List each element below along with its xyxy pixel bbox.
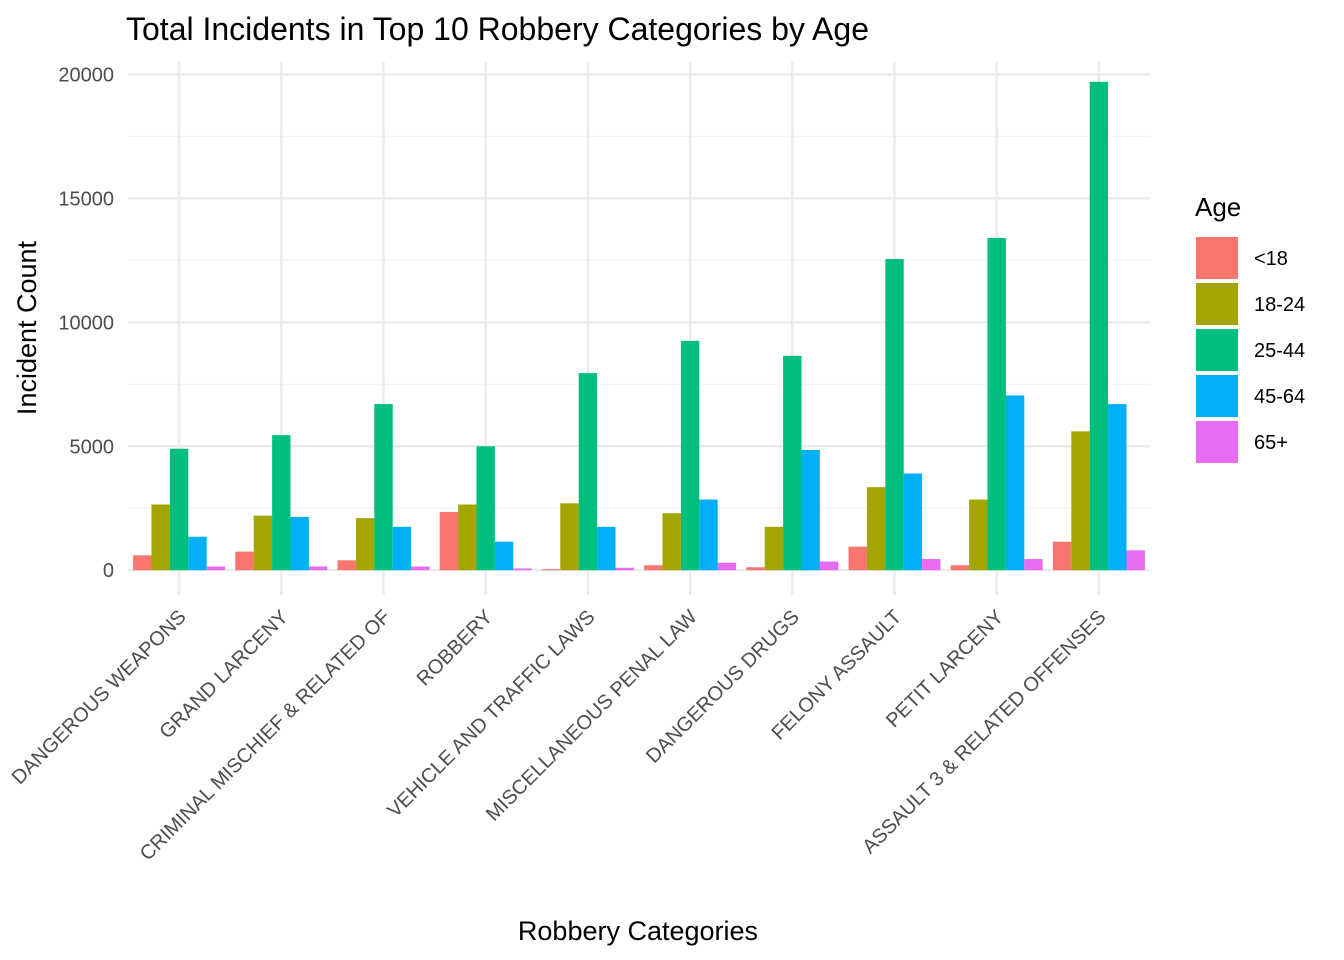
y-tick-label: 20000 bbox=[58, 64, 114, 86]
bar-2-2 bbox=[253, 515, 273, 571]
bar-5-2 bbox=[560, 503, 579, 571]
bar-8-4 bbox=[903, 473, 923, 571]
bar-2-3 bbox=[272, 435, 291, 571]
bar-10-5 bbox=[1126, 550, 1145, 571]
legend-label-2: 18-24 bbox=[1254, 294, 1305, 316]
legend-key-4 bbox=[1196, 375, 1238, 417]
y-tick-label: 15000 bbox=[58, 188, 114, 210]
legend-key-5 bbox=[1196, 421, 1238, 463]
y-tick-label: 5000 bbox=[70, 436, 115, 458]
bar-2-1 bbox=[235, 551, 254, 571]
bar-8-5 bbox=[922, 559, 941, 571]
y-axis-title: Incident Count bbox=[12, 240, 42, 415]
bar-4-2 bbox=[458, 504, 477, 571]
bar-10-1 bbox=[1052, 541, 1072, 571]
bar-1-3 bbox=[169, 448, 189, 571]
bar-3-1 bbox=[337, 560, 356, 571]
bar-7-4 bbox=[801, 449, 820, 571]
bar-3-4 bbox=[392, 526, 412, 571]
bar-10-3 bbox=[1089, 81, 1109, 571]
bar-1-2 bbox=[151, 504, 170, 571]
bar-10-2 bbox=[1071, 431, 1090, 571]
bar-6-4 bbox=[699, 499, 718, 571]
bar-6-3 bbox=[680, 340, 700, 571]
bar-3-2 bbox=[355, 518, 375, 571]
bar-10-4 bbox=[1108, 404, 1127, 571]
x-tick-label: DANGEROUS WEAPONS bbox=[8, 606, 191, 789]
legend: <18 18-24 25-44 45-64 65+ bbox=[1196, 237, 1305, 463]
bar-5-1 bbox=[541, 569, 561, 571]
bar-4-3 bbox=[476, 446, 495, 571]
legend-key-3 bbox=[1196, 329, 1238, 371]
bar-9-2 bbox=[969, 499, 988, 571]
legend-key-2 bbox=[1196, 283, 1238, 325]
bar-8-1 bbox=[848, 546, 867, 571]
legend-label-4: 45-64 bbox=[1254, 386, 1305, 408]
y-tick-labels: 0 5000 10000 15000 20000 bbox=[58, 64, 114, 582]
bar-9-5 bbox=[1024, 559, 1043, 571]
bar-5-4 bbox=[597, 526, 616, 571]
bar-3-5 bbox=[411, 566, 430, 571]
bar-5-5 bbox=[615, 567, 634, 571]
bar-9-3 bbox=[987, 238, 1006, 571]
bar-1-5 bbox=[206, 566, 226, 571]
legend-label-3: 25-44 bbox=[1254, 340, 1305, 362]
bar-7-1 bbox=[746, 567, 765, 571]
legend-title: Age bbox=[1195, 192, 1241, 222]
bar-8-3 bbox=[885, 259, 904, 571]
bar-3-3 bbox=[374, 404, 393, 571]
bar-7-2 bbox=[764, 526, 784, 571]
bar-9-4 bbox=[1005, 395, 1025, 571]
y-tick-label: 0 bbox=[103, 560, 114, 582]
legend-key-1 bbox=[1196, 237, 1238, 279]
bar-9-1 bbox=[950, 565, 970, 571]
legend-label-1: <18 bbox=[1254, 248, 1288, 270]
bar-6-2 bbox=[662, 513, 681, 571]
bar-8-2 bbox=[866, 487, 886, 571]
bar-2-5 bbox=[308, 566, 328, 571]
legend-label-5: 65+ bbox=[1254, 432, 1288, 454]
bar-4-4 bbox=[494, 541, 514, 571]
bar-7-3 bbox=[783, 355, 802, 571]
x-axis-title: Robbery Categories bbox=[518, 916, 758, 946]
bar-4-1 bbox=[439, 511, 459, 571]
chart-title: Total Incidents in Top 10 Robbery Catego… bbox=[126, 11, 869, 47]
x-tick-label: MISCELLANEOUS PENAL LAW bbox=[482, 606, 702, 826]
bar-6-5 bbox=[717, 562, 737, 571]
bar-1-4 bbox=[188, 536, 207, 571]
bars bbox=[133, 81, 1145, 571]
y-tick-label: 10000 bbox=[58, 312, 114, 334]
bar-5-3 bbox=[578, 373, 598, 571]
bar-4-5 bbox=[513, 568, 532, 571]
x-tick-label: VEHICLE AND TRAFFIC LAWS bbox=[383, 606, 599, 822]
bar-6-1 bbox=[644, 565, 663, 571]
x-tick-label: ROBBERY bbox=[413, 606, 497, 690]
bar-2-4 bbox=[290, 516, 309, 571]
bar-1-1 bbox=[133, 555, 152, 571]
bar-7-5 bbox=[819, 561, 839, 571]
